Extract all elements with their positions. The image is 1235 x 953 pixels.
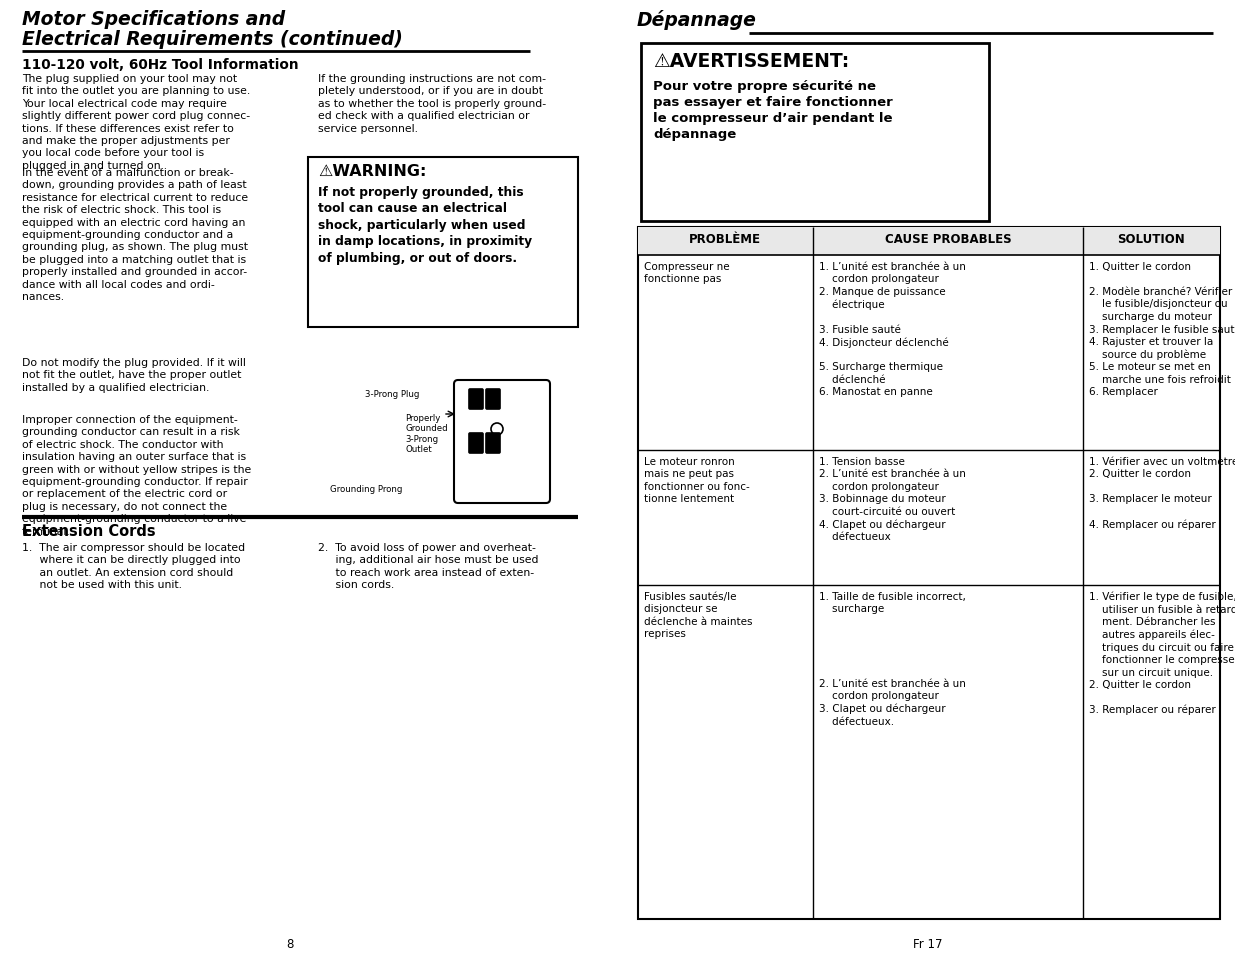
Text: ⚠AVERTISSEMENT:: ⚠AVERTISSEMENT:: [653, 52, 850, 71]
Text: 1. Tension basse
2. L’unité est branchée à un
    cordon prolongateur
3. Bobinna: 1. Tension basse 2. L’unité est branchée…: [819, 456, 966, 541]
Text: SOLUTION: SOLUTION: [1118, 233, 1184, 246]
Text: PROBLÈME: PROBLÈME: [689, 233, 761, 246]
Text: Motor Specifications and: Motor Specifications and: [22, 10, 285, 29]
Text: In the event of a malfunction or break-
down, grounding provides a path of least: In the event of a malfunction or break- …: [22, 168, 248, 302]
Text: If not properly grounded, this
tool can cause an electrical
shock, particularly : If not properly grounded, this tool can …: [317, 186, 532, 265]
Text: Fusibles sautés/le
disjoncteur se
déclenche à maintes
reprises: Fusibles sautés/le disjoncteur se déclen…: [643, 592, 752, 639]
Text: The plug supplied on your tool may not
fit into the outlet you are planning to u: The plug supplied on your tool may not f…: [22, 74, 251, 171]
Text: Pour votre propre sécurité ne
pas essayer et faire fonctionner
le compresseur d’: Pour votre propre sécurité ne pas essaye…: [653, 80, 893, 141]
FancyBboxPatch shape: [454, 380, 550, 503]
FancyBboxPatch shape: [469, 390, 483, 410]
Text: 1. L’unité est branchée à un
    cordon prolongateur
2. Manque de puissance
    : 1. L’unité est branchée à un cordon prol…: [819, 262, 966, 396]
Text: 1. Vérifier avec un voltmètre
2. Quitter le cordon

3. Remplacer le moteur

4. R: 1. Vérifier avec un voltmètre 2. Quitter…: [1089, 456, 1235, 529]
Text: Le moteur ronron
mais ne peut pas
fonctionner ou fonc-
tionne lentement: Le moteur ronron mais ne peut pas foncti…: [643, 456, 750, 504]
Text: Compresseur ne
fonctionne pas: Compresseur ne fonctionne pas: [643, 262, 730, 284]
Text: Do not modify the plug provided. If it will
not fit the outlet, have the proper : Do not modify the plug provided. If it w…: [22, 357, 246, 393]
Text: Extension Cords: Extension Cords: [22, 523, 156, 538]
Text: Improper connection of the equipment-
grounding conductor can result in a risk
o: Improper connection of the equipment- gr…: [22, 415, 251, 536]
Text: Electrical Requirements (continued): Electrical Requirements (continued): [22, 30, 403, 49]
Text: If the grounding instructions are not com-
pletely understood, or if you are in : If the grounding instructions are not co…: [317, 74, 546, 133]
Bar: [641, 44, 989, 222]
Text: 1. Vérifier le type de fusible,
    utiliser un fusible à retarde-
    ment. Déb: 1. Vérifier le type de fusible, utiliser…: [1089, 592, 1235, 715]
Text: CAUSE PROBABLES: CAUSE PROBABLES: [884, 233, 1011, 246]
Text: Fr 17: Fr 17: [913, 937, 942, 950]
Text: 8: 8: [287, 937, 294, 950]
Bar: [638, 228, 1220, 255]
FancyBboxPatch shape: [469, 434, 483, 454]
Text: 1.  The air compressor should be located
     where it can be directly plugged i: 1. The air compressor should be located …: [22, 542, 245, 590]
FancyBboxPatch shape: [487, 390, 500, 410]
Text: 110-120 volt, 60Hz Tool Information: 110-120 volt, 60Hz Tool Information: [22, 58, 299, 71]
Text: Properly
Grounded
3-Prong
Outlet: Properly Grounded 3-Prong Outlet: [405, 414, 447, 454]
Text: 3-Prong Plug: 3-Prong Plug: [366, 390, 420, 398]
Text: 1. Taille de fusible incorrect,
    surcharge





2. L’unité est branchée à un
: 1. Taille de fusible incorrect, surcharg…: [819, 592, 966, 726]
Bar: [638, 228, 1220, 919]
FancyBboxPatch shape: [487, 434, 500, 454]
Text: ⚠WARNING:: ⚠WARNING:: [317, 164, 426, 179]
Text: 1. Quitter le cordon

2. Modèle branché? Vérifier
    le fusible/disjoncteur ou
: 1. Quitter le cordon 2. Modèle branché? …: [1089, 262, 1235, 396]
Bar: [308, 158, 578, 328]
Text: 2.  To avoid loss of power and overheat-
     ing, additional air hose must be u: 2. To avoid loss of power and overheat- …: [317, 542, 538, 590]
Text: Grounding Prong: Grounding Prong: [330, 484, 403, 494]
Text: Dépannage: Dépannage: [637, 10, 757, 30]
